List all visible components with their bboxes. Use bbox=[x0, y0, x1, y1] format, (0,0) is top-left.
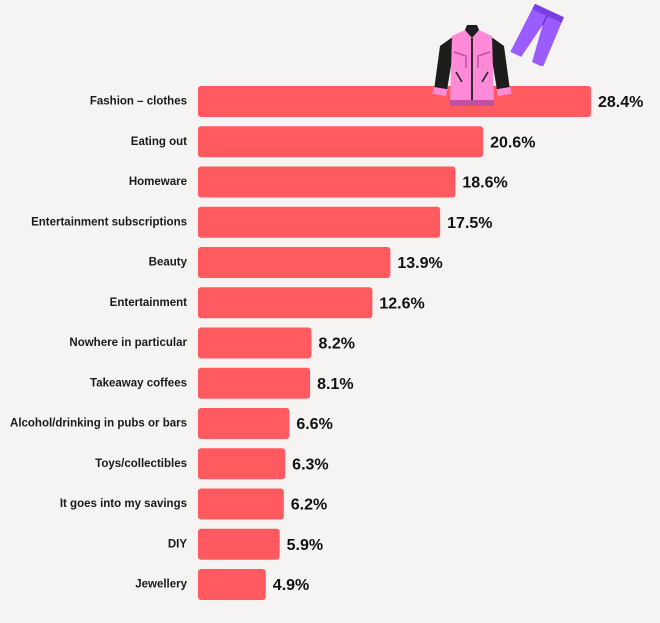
bar-4 bbox=[198, 247, 391, 278]
pink-jacket-icon bbox=[432, 25, 512, 106]
purple-pants-icon bbox=[510, 4, 564, 66]
category-label-2: Homeware bbox=[129, 176, 187, 188]
value-label-10: 6.2% bbox=[291, 497, 327, 514]
value-label-2: 18.6% bbox=[462, 175, 507, 192]
value-labels: 28.4% 20.6% 18.6% 17.5% 13.9% 12.6% 8.2% 8.1% 6.… bbox=[273, 94, 644, 594]
category-label-4: Beauty bbox=[149, 257, 188, 269]
value-label-12: 4.9% bbox=[273, 577, 309, 594]
value-label-9: 6.3% bbox=[292, 456, 328, 473]
category-label-7: Takeaway coffees bbox=[90, 377, 187, 389]
value-label-0: 28.4% bbox=[598, 94, 643, 111]
value-label-4: 13.9% bbox=[397, 255, 442, 272]
value-label-3: 17.5% bbox=[447, 215, 492, 232]
category-label-12: Jewellery bbox=[135, 579, 187, 591]
bar-5 bbox=[198, 287, 373, 319]
value-label-11: 5.9% bbox=[287, 537, 323, 554]
bar-11 bbox=[198, 528, 280, 560]
value-label-7: 8.1% bbox=[317, 376, 353, 393]
bar-3 bbox=[198, 206, 441, 238]
bar-2 bbox=[198, 166, 456, 198]
bar-10 bbox=[198, 488, 284, 520]
value-label-8: 6.6% bbox=[296, 416, 332, 433]
category-label-10: It goes into my savings bbox=[60, 498, 187, 510]
category-label-9: Toys/collectibles bbox=[95, 458, 187, 470]
bar-8 bbox=[198, 408, 290, 439]
category-label-0: Fashion – clothes bbox=[90, 96, 187, 108]
category-label-8: Alcohol/drinking in pubs or bars bbox=[10, 418, 187, 430]
bar-9 bbox=[198, 448, 286, 480]
value-label-5: 12.6% bbox=[379, 295, 424, 312]
category-label-5: Entertainment bbox=[110, 297, 187, 309]
category-labels: Fashion – clothes Eating out Homeware Enter… bbox=[10, 96, 188, 591]
category-label-1: Eating out bbox=[131, 136, 187, 148]
category-label-3: Entertainment subscriptions bbox=[31, 216, 187, 228]
bar-6 bbox=[198, 327, 312, 359]
bar-7 bbox=[198, 367, 311, 399]
value-label-6: 8.2% bbox=[318, 336, 354, 353]
bar-1 bbox=[198, 126, 484, 158]
bars bbox=[198, 86, 591, 600]
category-label-6: Nowhere in particular bbox=[69, 337, 187, 349]
value-label-1: 20.6% bbox=[490, 134, 535, 151]
bar-12 bbox=[198, 569, 266, 600]
bar-0 bbox=[198, 86, 591, 117]
category-label-11: DIY bbox=[168, 538, 188, 550]
